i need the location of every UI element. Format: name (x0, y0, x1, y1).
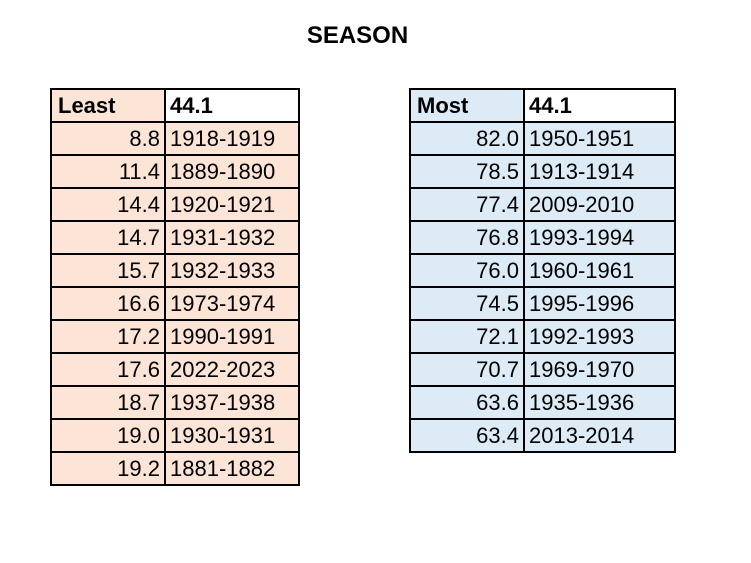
most-row: 76.8 1993-1994 (409, 220, 676, 255)
least-row: 14.7 1931-1932 (50, 220, 300, 255)
least-row: 17.2 1990-1991 (50, 319, 300, 354)
least-row: 8.8 1918-1919 (50, 121, 300, 156)
least-header-label: Least (50, 88, 166, 123)
least-row: 15.7 1932-1933 (50, 253, 300, 288)
most-row: 78.5 1913-1914 (409, 154, 676, 189)
most-season-cell: 1935-1936 (523, 385, 676, 420)
least-row: 17.6 2022-2023 (50, 352, 300, 387)
least-season-cell: 1973-1974 (164, 286, 300, 321)
most-row: 82.0 1950-1951 (409, 121, 676, 156)
most-table: Most 44.1 82.0 1950-1951 78.5 1913-1914 77.4… (409, 88, 676, 453)
least-value-cell: 19.2 (50, 451, 166, 486)
least-value-cell: 11.4 (50, 154, 166, 189)
least-value-cell: 19.0 (50, 418, 166, 453)
most-season-cell: 1993-1994 (523, 220, 676, 255)
least-value-cell: 14.7 (50, 220, 166, 255)
least-row: 11.4 1889-1890 (50, 154, 300, 189)
least-value-cell: 17.6 (50, 352, 166, 387)
least-season-cell: 1937-1938 (164, 385, 300, 420)
most-value-cell: 76.0 (409, 253, 525, 288)
least-row: 16.6 1973-1974 (50, 286, 300, 321)
most-table-body: Most 44.1 82.0 1950-1951 78.5 1913-1914 77.4… (409, 88, 676, 453)
least-season-cell: 1881-1882 (164, 451, 300, 486)
most-value-cell: 76.8 (409, 220, 525, 255)
most-season-cell: 1913-1914 (523, 154, 676, 189)
least-season-cell: 1889-1890 (164, 154, 300, 189)
most-header-label: Most (409, 88, 525, 123)
most-value-cell: 74.5 (409, 286, 525, 321)
least-value-cell: 18.7 (50, 385, 166, 420)
most-header-row: Most 44.1 (409, 88, 676, 123)
least-row: 19.2 1881-1882 (50, 451, 300, 486)
least-value-cell: 17.2 (50, 319, 166, 354)
most-row: 74.5 1995-1996 (409, 286, 676, 321)
least-table: Least 44.1 8.8 1918-1919 11.4 1889-1890 14.4… (50, 88, 300, 486)
least-season-cell: 1990-1991 (164, 319, 300, 354)
least-table-body: Least 44.1 8.8 1918-1919 11.4 1889-1890 14.4… (50, 88, 300, 486)
most-row: 63.4 2013-2014 (409, 418, 676, 453)
most-value-cell: 72.1 (409, 319, 525, 354)
least-header-value: 44.1 (164, 88, 300, 123)
most-season-cell: 1992-1993 (523, 319, 676, 354)
least-value-cell: 14.4 (50, 187, 166, 222)
page-title: SEASON (306, 22, 409, 49)
most-season-cell: 1950-1951 (523, 121, 676, 156)
most-value-cell: 63.4 (409, 418, 525, 453)
most-value-cell: 70.7 (409, 352, 525, 387)
least-row: 18.7 1937-1938 (50, 385, 300, 420)
most-season-cell: 2009-2010 (523, 187, 676, 222)
most-season-cell: 1960-1961 (523, 253, 676, 288)
most-row: 77.4 2009-2010 (409, 187, 676, 222)
most-value-cell: 78.5 (409, 154, 525, 189)
most-row: 63.6 1935-1936 (409, 385, 676, 420)
least-season-cell: 1920-1921 (164, 187, 300, 222)
most-season-cell: 1969-1970 (523, 352, 676, 387)
least-season-cell: 1930-1931 (164, 418, 300, 453)
most-header-value: 44.1 (523, 88, 676, 123)
least-season-cell: 1932-1933 (164, 253, 300, 288)
most-row: 72.1 1992-1993 (409, 319, 676, 354)
least-row: 14.4 1920-1921 (50, 187, 300, 222)
most-season-cell: 1995-1996 (523, 286, 676, 321)
most-row: 70.7 1969-1970 (409, 352, 676, 387)
most-row: 76.0 1960-1961 (409, 253, 676, 288)
most-value-cell: 77.4 (409, 187, 525, 222)
least-season-cell: 2022-2023 (164, 352, 300, 387)
least-value-cell: 8.8 (50, 121, 166, 156)
most-value-cell: 82.0 (409, 121, 525, 156)
most-value-cell: 63.6 (409, 385, 525, 420)
least-value-cell: 15.7 (50, 253, 166, 288)
least-header-row: Least 44.1 (50, 88, 300, 123)
most-season-cell: 2013-2014 (523, 418, 676, 453)
least-season-cell: 1931-1932 (164, 220, 300, 255)
least-row: 19.0 1930-1931 (50, 418, 300, 453)
least-season-cell: 1918-1919 (164, 121, 300, 156)
least-value-cell: 16.6 (50, 286, 166, 321)
